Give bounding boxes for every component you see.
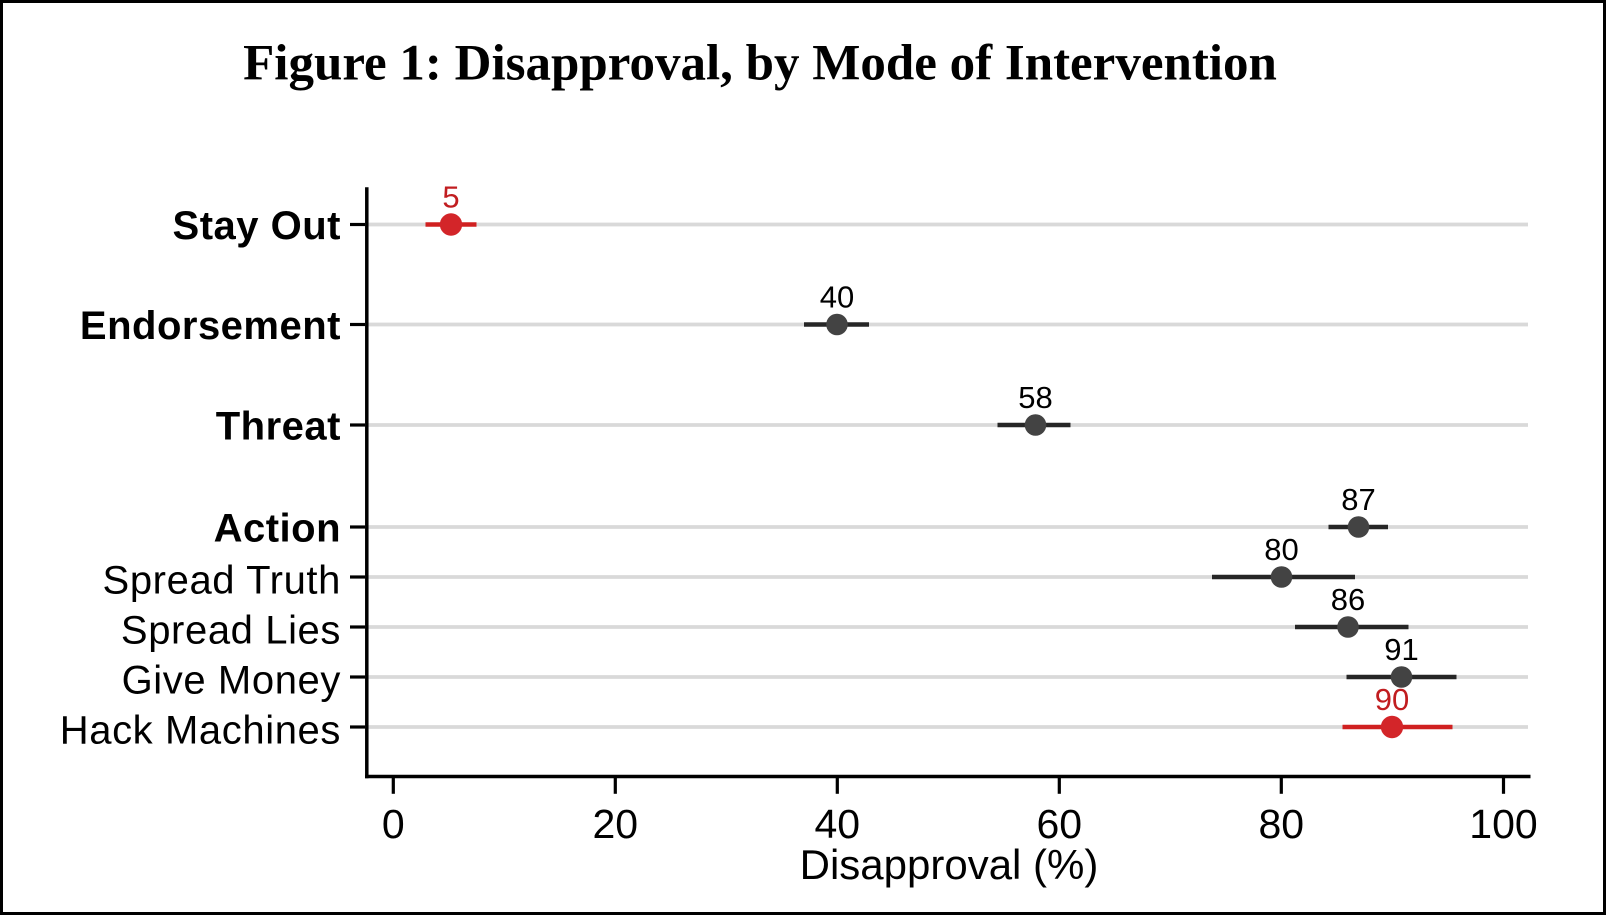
svg-text:Endorsement: Endorsement bbox=[80, 304, 341, 348]
svg-text:Give Money: Give Money bbox=[122, 659, 341, 703]
svg-text:87: 87 bbox=[1341, 482, 1375, 517]
svg-text:Spread Lies: Spread Lies bbox=[121, 609, 341, 653]
svg-text:Action: Action bbox=[214, 507, 341, 551]
svg-text:Figure 1: Disapproval, by Mode: Figure 1: Disapproval, by Mode of Interv… bbox=[243, 36, 1277, 92]
svg-text:80: 80 bbox=[1264, 532, 1298, 567]
svg-text:0: 0 bbox=[382, 801, 405, 847]
svg-text:86: 86 bbox=[1331, 582, 1365, 617]
svg-text:40: 40 bbox=[820, 280, 854, 315]
svg-text:5: 5 bbox=[442, 180, 459, 215]
svg-text:80: 80 bbox=[1258, 801, 1304, 847]
svg-text:58: 58 bbox=[1018, 380, 1052, 415]
svg-text:Disapproval (%): Disapproval (%) bbox=[800, 841, 1099, 888]
svg-text:Hack Machines: Hack Machines bbox=[60, 709, 341, 753]
svg-text:91: 91 bbox=[1384, 632, 1418, 667]
svg-text:40: 40 bbox=[814, 801, 860, 847]
svg-text:Stay Out: Stay Out bbox=[173, 204, 341, 248]
svg-text:Spread Truth: Spread Truth bbox=[103, 559, 341, 603]
svg-text:90: 90 bbox=[1375, 682, 1409, 717]
svg-text:60: 60 bbox=[1036, 801, 1082, 847]
svg-text:100: 100 bbox=[1469, 801, 1537, 847]
svg-text:Threat: Threat bbox=[216, 405, 341, 449]
svg-text:20: 20 bbox=[592, 801, 638, 847]
